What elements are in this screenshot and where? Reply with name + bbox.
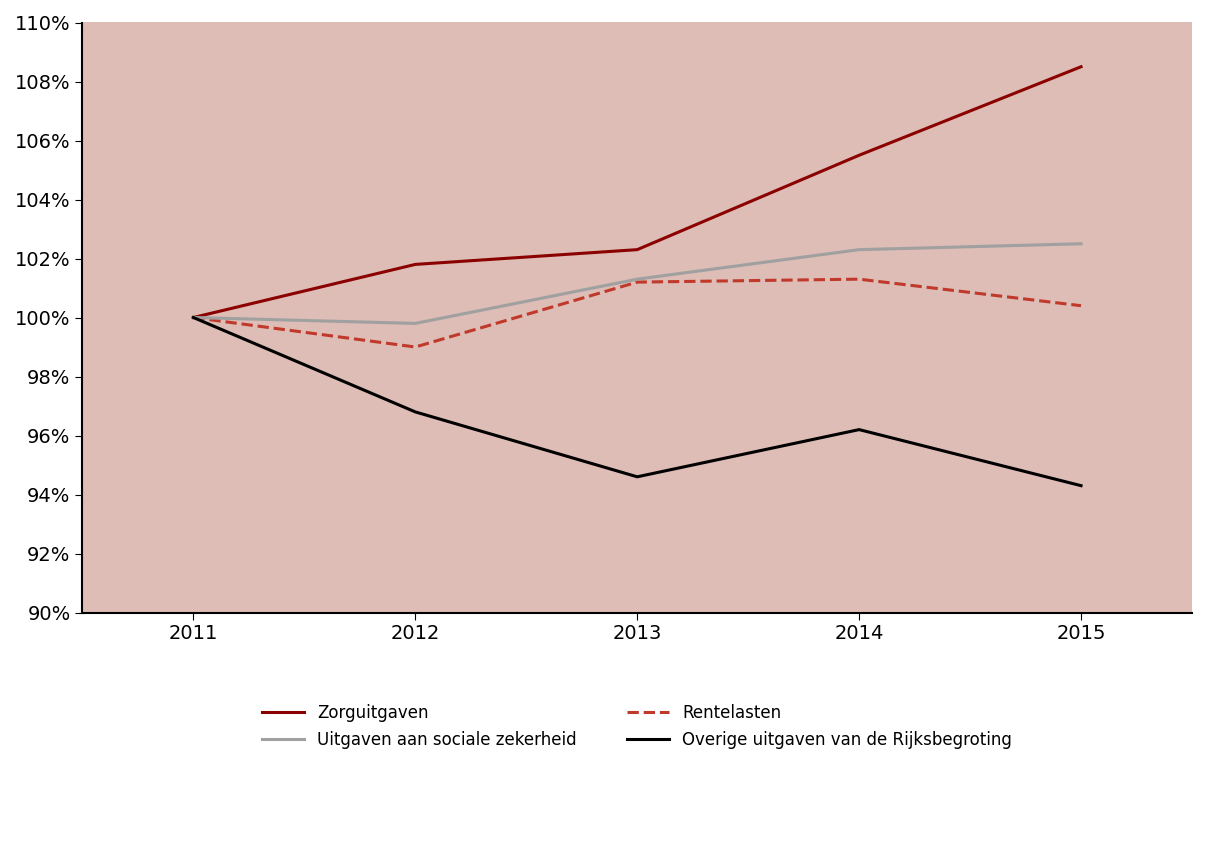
Legend: Zorguitgaven, Uitgaven aan sociale zekerheid, Rentelasten, Overige uitgaven van : Zorguitgaven, Uitgaven aan sociale zeker… xyxy=(256,698,1019,755)
